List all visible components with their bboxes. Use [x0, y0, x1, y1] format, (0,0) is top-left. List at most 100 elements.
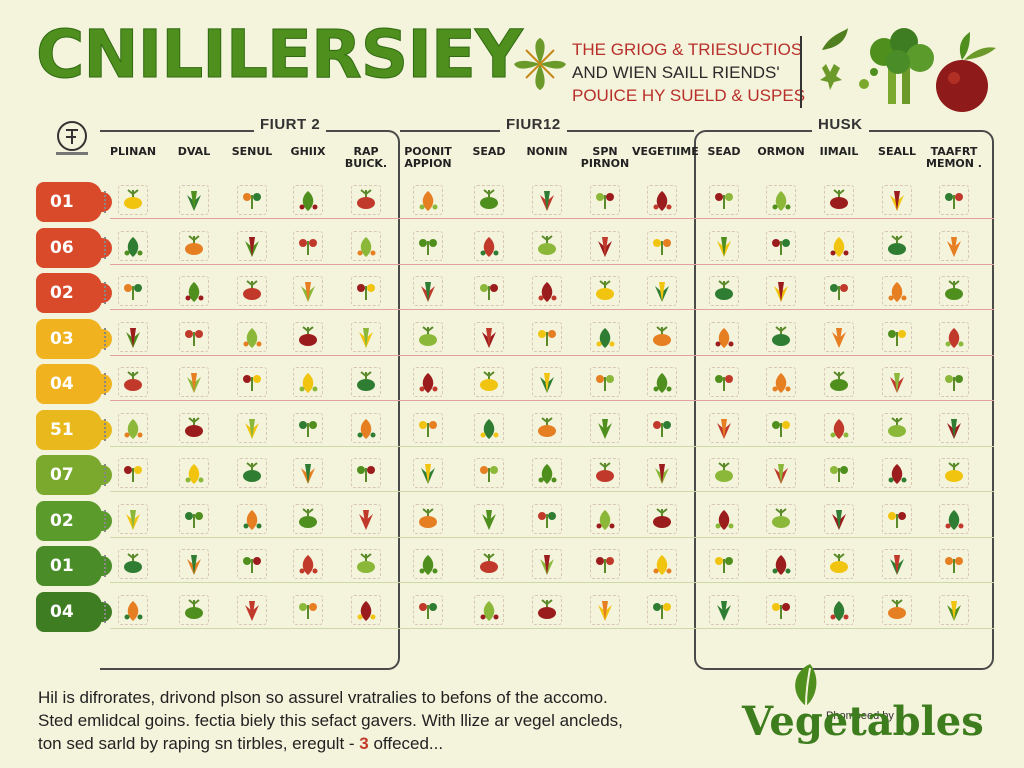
column-header: NONIN — [526, 145, 568, 158]
plant-icon — [474, 367, 504, 397]
plant-icon — [293, 594, 323, 625]
row-divider — [110, 627, 994, 629]
plant-icon — [882, 594, 912, 625]
logo-icon — [56, 121, 88, 155]
plant-icon — [351, 276, 381, 306]
plant-icon — [882, 276, 912, 306]
column-header: RAP BUICK. — [344, 145, 388, 170]
plant-icon — [709, 321, 739, 352]
plant-icon — [824, 594, 854, 625]
plant-icon — [766, 458, 796, 488]
plant-icon — [647, 503, 677, 534]
plant-icon — [882, 230, 912, 261]
plant-icon — [590, 185, 620, 215]
row-tick — [104, 555, 108, 577]
plant-icon — [118, 549, 148, 579]
column-header: SPN PIRNON — [580, 145, 630, 170]
plant-icon — [179, 458, 209, 488]
plant-icon — [351, 503, 381, 534]
row-label: 02 — [36, 500, 112, 541]
plant-icon — [709, 594, 739, 625]
plant-icon — [532, 549, 562, 579]
row-label: 03 — [36, 318, 112, 359]
panel-title: HUSK — [812, 116, 869, 133]
brand-name: Vegetables — [742, 698, 984, 745]
plant-icon — [824, 412, 854, 443]
plant-icon — [824, 458, 854, 488]
row-tick — [104, 600, 108, 623]
plant-icon — [413, 185, 443, 215]
row-label: 51 — [36, 409, 112, 450]
row-label: 04 — [36, 364, 112, 404]
plant-icon — [824, 367, 854, 397]
plant-icon — [939, 549, 969, 579]
row-label: 07 — [36, 455, 112, 495]
plant-icon — [824, 185, 854, 215]
plant-icon — [532, 594, 562, 625]
column-header: TAAFRT MEMON . — [926, 145, 982, 170]
plant-icon — [766, 367, 796, 397]
plant-icon — [882, 367, 912, 397]
plant-icon — [351, 412, 381, 443]
plant-icon — [882, 321, 912, 352]
plant-icon — [590, 276, 620, 306]
row-tick — [104, 236, 108, 259]
divider — [800, 36, 802, 108]
plant-icon — [351, 458, 381, 488]
plant-icon — [824, 276, 854, 306]
plant-icon — [709, 230, 739, 261]
plant-icon — [293, 412, 323, 443]
plant-icon — [766, 503, 796, 534]
row-label: 06 — [36, 227, 112, 268]
plant-icon — [179, 503, 209, 534]
plant-icon — [118, 594, 148, 625]
plant-icon — [590, 230, 620, 261]
plant-icon — [237, 503, 267, 534]
plant-icon — [532, 230, 562, 261]
plant-icon — [351, 185, 381, 215]
column-header: DVAL — [177, 145, 211, 158]
plant-icon — [413, 230, 443, 261]
plant-icon — [939, 503, 969, 534]
footer-description: Hil is difrorates, drivond plson so assu… — [38, 688, 623, 753]
row-divider — [110, 536, 994, 538]
column-header: SEALL — [878, 145, 916, 158]
plant-icon — [766, 412, 796, 443]
plant-icon — [118, 367, 148, 397]
plant-icon — [882, 412, 912, 443]
row-label: 01 — [36, 546, 112, 586]
plant-icon — [590, 549, 620, 579]
page-title: CNILILERSIEY — [36, 16, 524, 93]
plant-icon — [882, 458, 912, 488]
row-divider — [110, 263, 994, 265]
plant-icon — [237, 549, 267, 579]
plant-icon — [766, 594, 796, 625]
plant-icon — [647, 594, 677, 625]
row-divider — [110, 491, 994, 492]
plant-icon — [179, 230, 209, 261]
plant-icon — [939, 458, 969, 488]
plant-icon — [532, 458, 562, 488]
plant-icon — [647, 276, 677, 306]
plant-icon — [118, 185, 148, 215]
plant-icon — [824, 549, 854, 579]
plant-icon — [179, 321, 209, 352]
plant-icon — [709, 458, 739, 488]
plant-icon — [824, 230, 854, 261]
column-header: SEAD — [707, 145, 741, 158]
plant-icon — [179, 549, 209, 579]
row-tick — [104, 282, 108, 304]
row-tick — [104, 327, 108, 350]
plant-icon — [766, 549, 796, 579]
plant-icon — [413, 367, 443, 397]
plant-icon — [709, 549, 739, 579]
plant-icon — [118, 321, 148, 352]
row-label: 01 — [36, 182, 112, 222]
plant-icon — [179, 367, 209, 397]
brand-leaf-icon — [795, 664, 817, 707]
column-header: SEAD — [472, 145, 506, 158]
row-divider — [110, 309, 994, 310]
column-header: PLINAN — [109, 145, 157, 158]
column-header: ORMON — [757, 145, 805, 158]
row-tick — [104, 373, 108, 395]
